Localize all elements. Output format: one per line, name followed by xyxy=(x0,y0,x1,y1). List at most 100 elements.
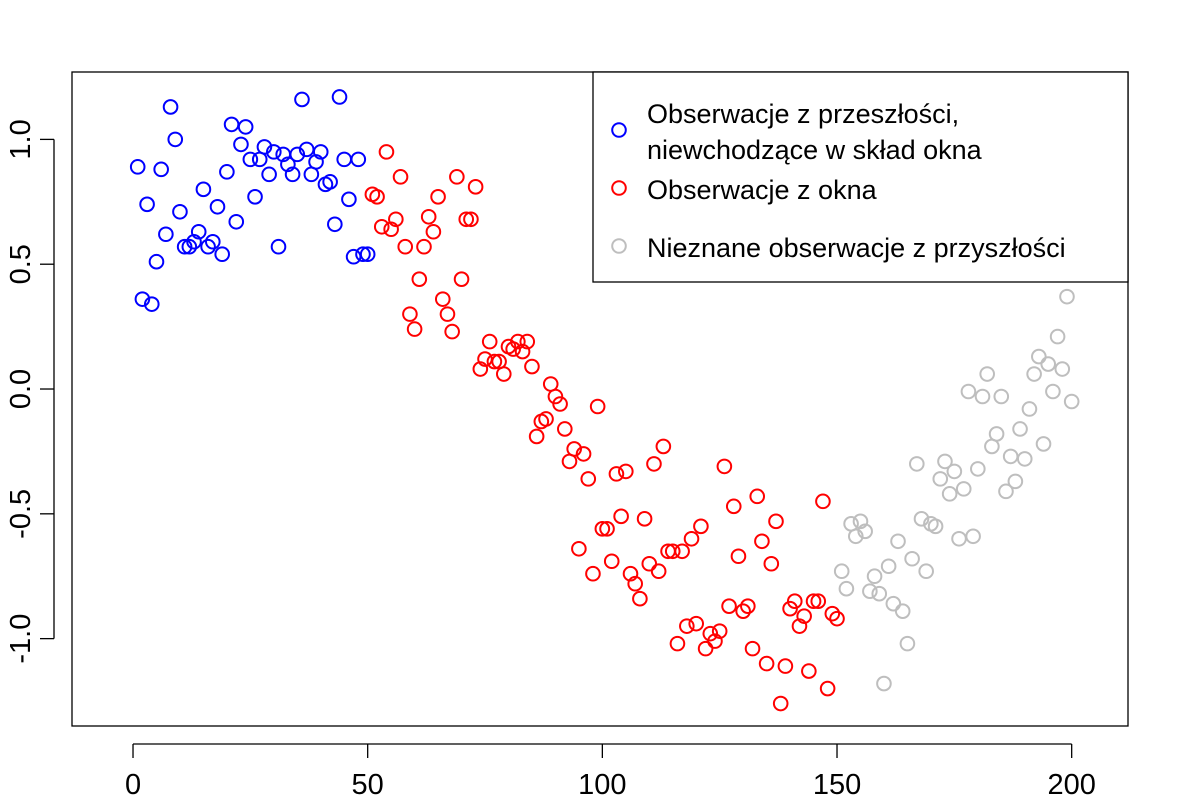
data-point xyxy=(322,174,338,190)
data-point xyxy=(1002,448,1019,465)
data-point xyxy=(655,438,672,455)
data-point xyxy=(876,675,892,692)
data-point xyxy=(397,238,414,255)
data-point xyxy=(1059,288,1075,305)
x-tick-label: 200 xyxy=(1047,769,1095,800)
data-point xyxy=(350,151,367,168)
data-point xyxy=(1063,393,1080,410)
data-point xyxy=(195,181,212,198)
data-point xyxy=(383,221,399,238)
y-tick-label: 0.5 xyxy=(5,244,37,284)
data-point xyxy=(1035,436,1052,452)
data-point xyxy=(571,540,587,557)
data-point xyxy=(758,655,775,672)
series-2 xyxy=(364,144,845,712)
data-point xyxy=(960,383,977,400)
y-tick-label: 0.0 xyxy=(5,369,37,409)
data-point xyxy=(190,223,207,240)
data-point xyxy=(932,471,949,487)
data-point xyxy=(373,218,390,235)
x-axis: 0 50 100 150 200 xyxy=(125,743,1096,800)
data-point xyxy=(721,598,737,614)
data-point xyxy=(937,453,953,470)
data-point xyxy=(1012,421,1028,437)
data-point xyxy=(1045,383,1061,400)
data-point xyxy=(172,203,188,220)
legend-marker xyxy=(611,122,627,138)
data-point xyxy=(181,238,198,255)
data-point xyxy=(796,608,812,624)
data-point xyxy=(1021,401,1038,417)
data-point xyxy=(711,623,728,639)
data-point xyxy=(467,179,484,195)
data-point xyxy=(463,211,479,228)
data-point xyxy=(927,518,944,535)
legend-label: Obserwacje z przeszłości, xyxy=(647,99,959,129)
data-point xyxy=(805,593,822,609)
data-point xyxy=(730,548,747,565)
data-point xyxy=(416,238,432,255)
data-point xyxy=(744,640,761,657)
data-point xyxy=(280,156,296,173)
data-point xyxy=(909,456,925,472)
legend-marker xyxy=(611,238,627,254)
data-point xyxy=(613,508,629,525)
series-1 xyxy=(129,89,376,312)
data-point xyxy=(495,366,512,382)
data-point xyxy=(838,580,855,597)
data-point xyxy=(355,246,371,263)
x-tick-label: 0 xyxy=(125,769,141,800)
data-point xyxy=(763,555,780,572)
data-point xyxy=(683,530,700,547)
data-point xyxy=(472,361,489,377)
data-point xyxy=(688,615,705,632)
data-point xyxy=(209,198,226,215)
data-point xyxy=(810,593,827,609)
data-point xyxy=(674,543,690,560)
data-point xyxy=(425,223,442,240)
data-point xyxy=(965,528,981,545)
data-point xyxy=(993,388,1010,405)
data-point xyxy=(557,421,573,437)
data-point xyxy=(904,550,920,567)
data-point xyxy=(801,663,817,679)
data-point xyxy=(974,388,991,405)
y-tick-label: -1.0 xyxy=(5,614,37,664)
data-point xyxy=(388,211,404,228)
data-point xyxy=(951,530,967,547)
data-point xyxy=(528,428,545,445)
legend-label: niewchodzące w skład okna xyxy=(647,135,983,165)
data-point xyxy=(200,238,216,255)
data-point xyxy=(608,466,625,482)
data-point xyxy=(815,493,831,510)
data-point xyxy=(749,488,766,505)
data-point xyxy=(153,161,169,178)
data-point xyxy=(1031,348,1047,365)
data-point xyxy=(890,533,906,550)
data-point xyxy=(162,99,179,115)
legend-label: Nieznane obserwacje z przyszłości xyxy=(647,233,1066,263)
data-point xyxy=(754,533,770,550)
data-point xyxy=(955,481,972,497)
data-point xyxy=(847,528,864,545)
data-point xyxy=(599,521,615,537)
data-point xyxy=(327,216,343,233)
data-point xyxy=(871,585,888,602)
data-point xyxy=(524,358,540,375)
data-point xyxy=(862,583,878,600)
data-point xyxy=(819,680,836,697)
data-point xyxy=(1054,361,1071,377)
data-point xyxy=(420,208,437,225)
data-point xyxy=(167,131,184,148)
data-point xyxy=(693,518,709,535)
data-point xyxy=(585,565,601,582)
data-point xyxy=(941,486,958,502)
x-tick-label: 100 xyxy=(578,769,626,800)
data-point xyxy=(707,633,723,649)
data-point xyxy=(284,166,301,183)
data-point xyxy=(453,271,470,287)
data-point xyxy=(650,563,667,580)
data-point xyxy=(129,159,146,175)
data-point xyxy=(510,333,526,350)
data-point xyxy=(439,306,456,322)
